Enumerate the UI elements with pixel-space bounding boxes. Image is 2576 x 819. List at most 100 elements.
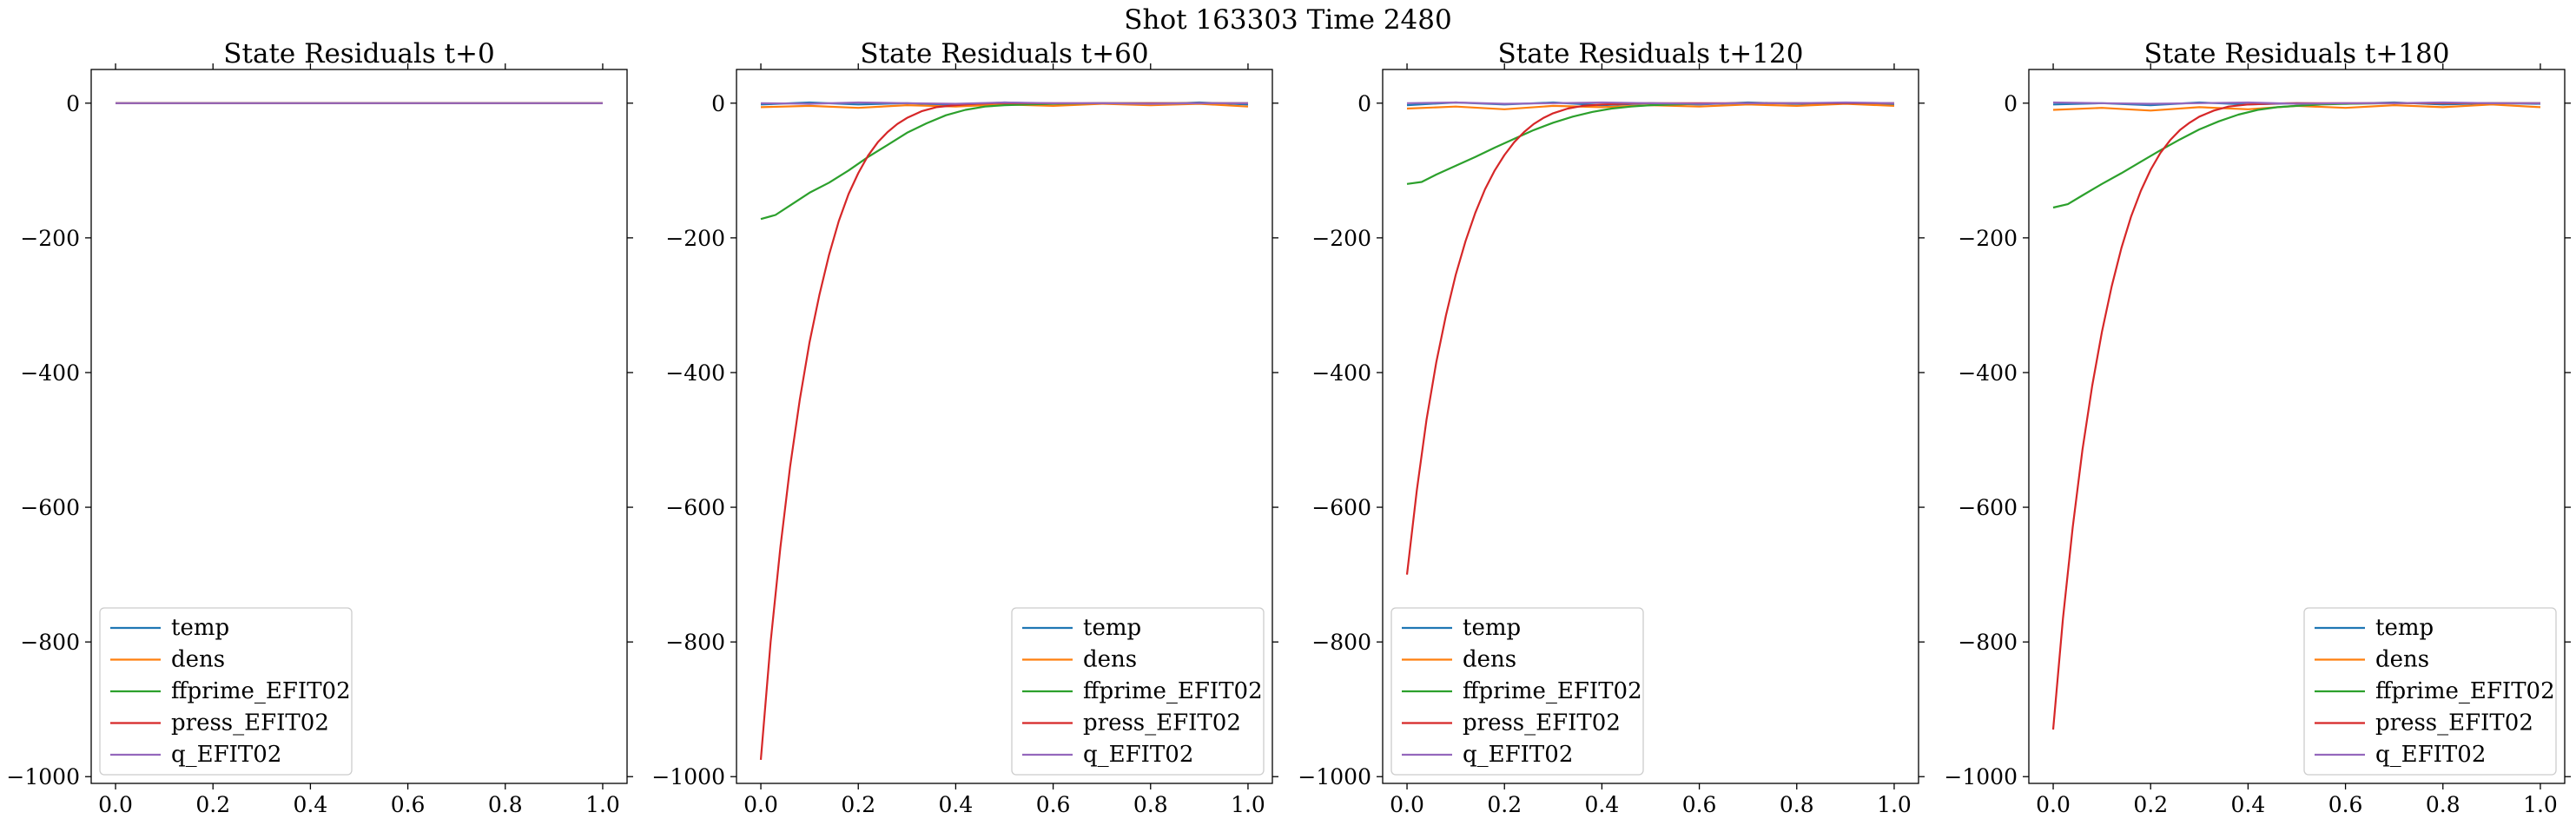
axes-frame [1382,69,1919,784]
axes-frame [90,69,628,784]
legend-label: ffprime_EFIT02 [1083,678,1263,704]
x-tick-label: 0.2 [1487,792,1522,817]
x-tick-label: 0.4 [939,792,974,817]
x-tick-label: 0.0 [1390,792,1424,817]
series-group [759,101,1249,760]
series-line-ffprime-efit02 [1406,102,1894,185]
y-tick-label: −400 [20,360,80,386]
legend-label: temp [171,615,229,641]
x-tick-label: 0.2 [841,792,875,817]
y-tick-label: −600 [1958,495,2018,520]
series-line-q-efit02 [2052,101,2540,105]
y-tick-label: 0 [711,91,725,116]
y-tick-label: −600 [1311,495,1371,520]
chart-panel-0: State Residuals t+0 0.0 0.2 0.4 0.6 0.8 1.0 0 −2… [6,38,633,817]
series-line-q-efit02 [760,101,1248,105]
x-tick-label: 0.8 [488,792,523,817]
legend-label: dens [171,647,225,673]
legend: temp dens ffprime_EFIT02 press_EFIT02 q_EFIT… [2303,607,2557,776]
y-tick-label: −600 [20,495,80,520]
series-line-ffprime-efit02 [2052,102,2540,209]
y-tick-label: −1000 [1944,764,2018,789]
legend-label: press_EFIT02 [1083,710,1241,736]
panel-title: State Residuals t+180 [2144,38,2450,69]
y-tick-label: −800 [20,630,80,655]
panels: State Residuals t+0 0.0 0.2 0.4 0.6 0.8 1.0 0 −2… [6,38,2571,817]
x-tick-label: 0.4 [294,792,328,817]
legend: temp dens ffprime_EFIT02 press_EFIT02 q_EFIT… [1011,607,1265,776]
legend-box [2303,607,2557,776]
y-tick-label: −400 [1311,360,1371,386]
panel-title: State Residuals t+0 [223,38,494,69]
y-tick-label: 0 [2004,91,2018,116]
chart-panel-2: State Residuals t+120 0.0 0.2 0.4 0.6 0.8 1.0 0… [1298,38,1925,817]
legend-label: ffprime_EFIT02 [2375,678,2555,704]
legend-label: dens [2375,647,2429,673]
legend-label: temp [1083,615,1141,641]
x-tick-label: 1.0 [585,792,620,817]
y-tick-label: −1000 [1298,764,1371,789]
x-tick-label: 0.2 [2133,792,2168,817]
x-tick-label: 0.4 [1585,792,1620,817]
x-tick-label: 0.8 [1133,792,1168,817]
y-tick-label: −200 [20,226,80,251]
chart-panel-1: State Residuals t+60 0.0 0.2 0.4 0.6 0.8 1.0 0 −… [651,38,1278,817]
legend-label: temp [1463,615,1521,641]
x-tick-label: 0.6 [1036,792,1071,817]
x-tick-label: 1.0 [2523,792,2558,817]
x-tick-label: 1.0 [1231,792,1265,817]
panel-title: State Residuals t+60 [860,38,1148,69]
legend-label: temp [2375,615,2434,641]
figure-suptitle: Shot 163303 Time 2480 [1124,4,1451,36]
x-tick-label: 0.6 [391,792,426,817]
series-group [1405,101,1895,575]
series-line-q-efit02 [1406,101,1895,105]
series-line-ffprime-efit02 [760,102,1248,221]
axes-frame [2028,69,2566,784]
y-tick-label: −800 [665,630,725,655]
y-tick-label: −800 [1958,630,2018,655]
legend-label: q_EFIT02 [2375,742,2486,768]
legend-box [1390,607,1644,776]
axes-frame [736,69,1273,784]
legend-label: press_EFIT02 [171,710,329,736]
x-tick-label: 0.6 [2328,792,2363,817]
legend-label: press_EFIT02 [2375,710,2533,736]
legend-box [99,607,353,776]
series-line-press-efit02 [1405,102,1894,575]
y-tick-label: 0 [1357,91,1371,116]
y-tick-label: 0 [66,91,80,116]
y-tick-label: −200 [1958,226,2018,251]
x-tick-label: 0.8 [2426,792,2460,817]
y-tick-label: −400 [665,360,725,386]
x-tick-label: 0.0 [743,792,778,817]
legend: temp dens ffprime_EFIT02 press_EFIT02 q_EFIT… [1390,607,1644,776]
x-tick-label: 0.0 [2036,792,2071,817]
legend-label: ffprime_EFIT02 [1463,678,1642,704]
y-tick-label: −200 [665,226,725,251]
legend-label: q_EFIT02 [1083,742,1193,768]
y-tick-label: −400 [1958,360,2018,386]
x-tick-label: 0.4 [2231,792,2266,817]
legend-label: q_EFIT02 [171,742,281,768]
x-tick-label: 0.2 [195,792,230,817]
legend-label: dens [1083,647,1137,673]
legend-box [1011,607,1265,776]
y-tick-label: −200 [1311,226,1371,251]
series-group [2051,101,2541,730]
x-tick-label: 1.0 [1877,792,1912,817]
y-tick-label: −800 [1311,630,1371,655]
legend-label: dens [1463,647,1516,673]
x-tick-label: 0.0 [98,792,133,817]
legend-label: ffprime_EFIT02 [171,678,351,704]
legend: temp dens ffprime_EFIT02 press_EFIT02 q_EFIT… [99,607,353,776]
legend-label: press_EFIT02 [1463,710,1621,736]
chart-panel-3: State Residuals t+180 0.0 0.2 0.4 0.6 0.8 1.0 0… [1944,38,2571,817]
y-tick-label: −1000 [651,764,725,789]
legend-label: q_EFIT02 [1463,742,1573,768]
y-tick-label: −600 [665,495,725,520]
panel-title: State Residuals t+120 [1498,38,1804,69]
y-tick-label: −1000 [6,764,80,789]
x-tick-label: 0.6 [1682,792,1717,817]
